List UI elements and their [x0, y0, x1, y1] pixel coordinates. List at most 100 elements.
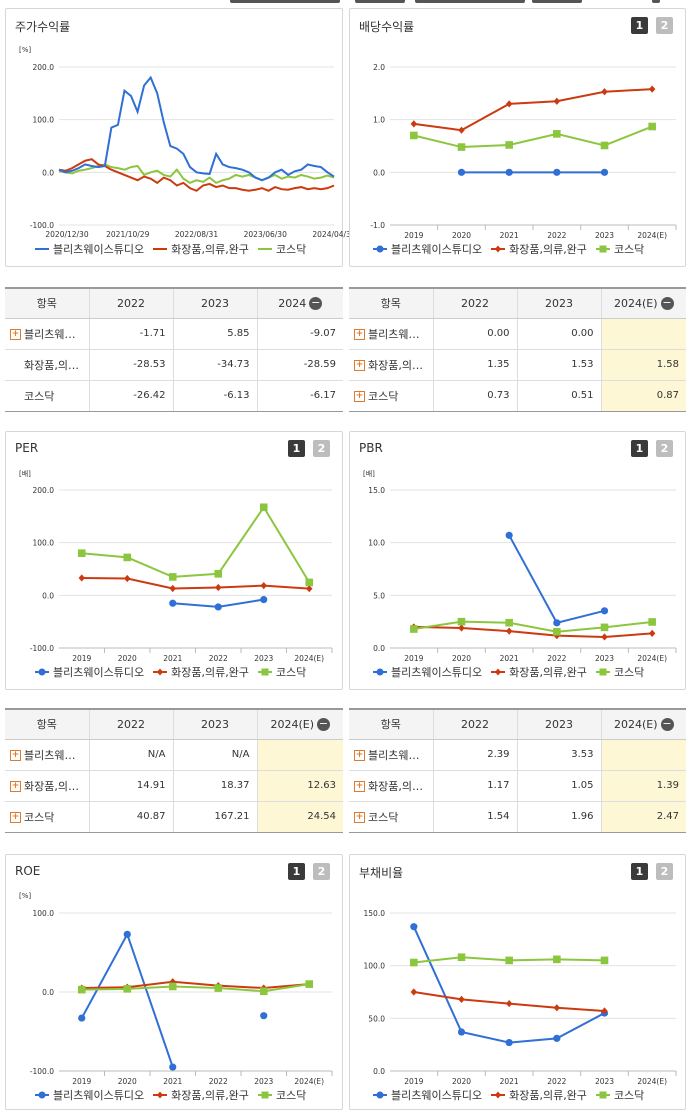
expand-plus-icon[interactable]: + — [10, 781, 21, 792]
data-point — [505, 168, 513, 176]
legend-item[interactable]: 코스닥 — [257, 1087, 306, 1103]
row-name: 화장품,의… — [24, 358, 79, 372]
tab-2-button[interactable]: 2 — [313, 863, 330, 880]
panel-title: PER — [15, 441, 39, 455]
row-name: 블리츠웨… — [24, 748, 76, 762]
tab-2-button[interactable]: 2 — [656, 440, 673, 457]
roe-panel: ROE 1 2 [%] 100.0 0.0 -100.0 2019 2020 2021 20… — [5, 854, 343, 1110]
legend-item[interactable]: 코스닥 — [595, 664, 644, 680]
column-header-item: 항목 — [5, 708, 90, 740]
view-toggle: 1 2 — [631, 863, 673, 880]
legend-item[interactable]: 화장품,의류,완구 — [152, 241, 249, 257]
row-name-cell: + 코스닥 — [349, 801, 434, 833]
legend-item[interactable]: 화장품,의류,완구 — [490, 1087, 587, 1103]
legend-label: 화장품,의류,완구 — [509, 1089, 587, 1102]
legend-item[interactable]: 코스닥 — [595, 1087, 644, 1103]
legend-item[interactable]: 블리츠웨이스튜디오 — [372, 1087, 482, 1103]
data-point — [457, 143, 466, 151]
x-tick-label: 2024/04/30 — [312, 230, 355, 239]
data-point — [553, 627, 561, 636]
collapse-icon[interactable]: − — [309, 296, 323, 310]
value-cell: 0.00 — [433, 318, 518, 350]
collapse-icon[interactable]: − — [660, 296, 674, 310]
legend-item[interactable]: 코스닥 — [257, 664, 306, 680]
table-row: + 화장품,의… 14.91 18.37 12.63 — [5, 770, 343, 802]
y-tick-label: 50.0 — [368, 1014, 385, 1023]
tab-1-button[interactable]: 1 — [631, 440, 648, 457]
data-point — [553, 619, 561, 627]
y-tick-label: 0.0 — [42, 168, 54, 177]
x-tick-label: 2023 — [254, 654, 273, 663]
legend-item[interactable]: 화장품,의류,완구 — [152, 664, 249, 680]
collapse-icon[interactable]: − — [660, 717, 674, 731]
tab-1-button[interactable]: 1 — [288, 863, 305, 880]
per-table: 항목 2022 2023 2024(E) − + 블리츠웨… N/A N/A + 화장품,의… 14.… — [5, 708, 343, 833]
row-name-cell: + 코스닥 — [349, 380, 434, 412]
expand-plus-icon[interactable]: + — [354, 750, 365, 761]
legend-item[interactable]: 블리츠웨이스튜디오 — [372, 664, 482, 680]
value-cell: 1.05 — [517, 770, 602, 802]
collapse-icon[interactable]: − — [317, 717, 331, 731]
data-point — [305, 578, 314, 587]
tab-1-button[interactable]: 1 — [288, 440, 305, 457]
pbr-chart: 15.0 10.0 5.0 0.0 2019 2020 2021 2022 2023 2024(E… — [368, 486, 677, 663]
expand-plus-icon[interactable]: + — [354, 391, 365, 402]
data-point — [123, 985, 132, 993]
data-point — [505, 618, 513, 627]
value-cell: 2.39 — [433, 739, 518, 771]
value-cell: -6.17 — [257, 380, 343, 412]
y-tick-label: 0.0 — [42, 988, 54, 997]
expand-plus-icon[interactable]: + — [354, 329, 365, 340]
legend-item[interactable]: 블리츠웨이스튜디오 — [34, 1087, 144, 1103]
table-row: + 화장품,의… 1.35 1.53 1.58 — [349, 349, 686, 381]
legend-item[interactable]: 화장품,의류,완구 — [152, 1087, 249, 1103]
legend-item[interactable]: 블리츠웨이스튜디오 — [372, 241, 482, 257]
value-cell — [257, 739, 343, 771]
tab-1-button[interactable]: 1 — [631, 17, 648, 34]
x-tick-label: 2019 — [404, 1077, 423, 1086]
expand-plus-icon[interactable]: + — [10, 750, 21, 761]
series-line — [413, 88, 653, 132]
dividend-panel: 배당수익률 1 2 2.0 1.0 0.0 -1.0 2019 2020 2021 2022 2… — [349, 8, 686, 267]
data-point — [214, 984, 223, 992]
table-row: + 코스닥 1.54 1.96 2.47 — [349, 801, 686, 833]
x-tick-label: 2022 — [547, 231, 566, 240]
legend-item[interactable]: 코스닥 — [257, 241, 306, 257]
expand-plus-icon[interactable]: + — [354, 781, 365, 792]
expand-plus-icon[interactable]: + — [10, 812, 21, 823]
tab-2-button[interactable]: 2 — [313, 440, 330, 457]
expand-plus-icon[interactable]: + — [354, 812, 365, 823]
tab-2-button[interactable]: 2 — [656, 863, 673, 880]
value-cell: -6.13 — [173, 380, 258, 412]
data-point — [505, 100, 513, 108]
chart-legend: 블리츠웨이스튜디오 화장품,의류,완구 코스닥 — [34, 1087, 306, 1103]
unit-label: [%] — [19, 46, 32, 54]
legend-item[interactable]: 블리츠웨이스튜디오 — [34, 664, 144, 680]
tab-1-button[interactable]: 1 — [631, 863, 648, 880]
legend-item[interactable]: 화장품,의류,완구 — [490, 241, 587, 257]
table-row: + 블리츠웨… N/A N/A — [5, 739, 343, 771]
tab-2-button[interactable]: 2 — [656, 17, 673, 34]
data-point — [600, 623, 609, 632]
y-tick-label: 100.0 — [33, 539, 55, 548]
value-cell: 3.53 — [517, 739, 602, 771]
series-line — [58, 75, 335, 182]
legend-item[interactable]: 블리츠웨이스튜디오 — [34, 241, 144, 257]
data-point — [601, 88, 608, 96]
series-line — [508, 534, 605, 624]
data-point — [457, 168, 466, 176]
column-header-year: 2023 — [173, 708, 258, 740]
column-header-year: 2023 — [173, 287, 258, 319]
column-header-year: 2023 — [517, 287, 602, 319]
data-point — [410, 120, 418, 128]
data-point — [306, 585, 313, 593]
expand-plus-icon[interactable]: + — [354, 360, 365, 371]
legend-item[interactable]: 코스닥 — [595, 241, 644, 257]
unit-label: [배] — [19, 470, 31, 478]
legend-swatch-icon — [35, 1091, 49, 1099]
legend-item[interactable]: 화장품,의류,완구 — [490, 664, 587, 680]
table-row: + 블리츠웨… -1.71 5.85 -9.07 — [5, 318, 343, 350]
expand-plus-icon[interactable]: + — [10, 329, 21, 340]
y-tick-label: 100.0 — [364, 962, 386, 971]
series-line — [58, 158, 335, 192]
